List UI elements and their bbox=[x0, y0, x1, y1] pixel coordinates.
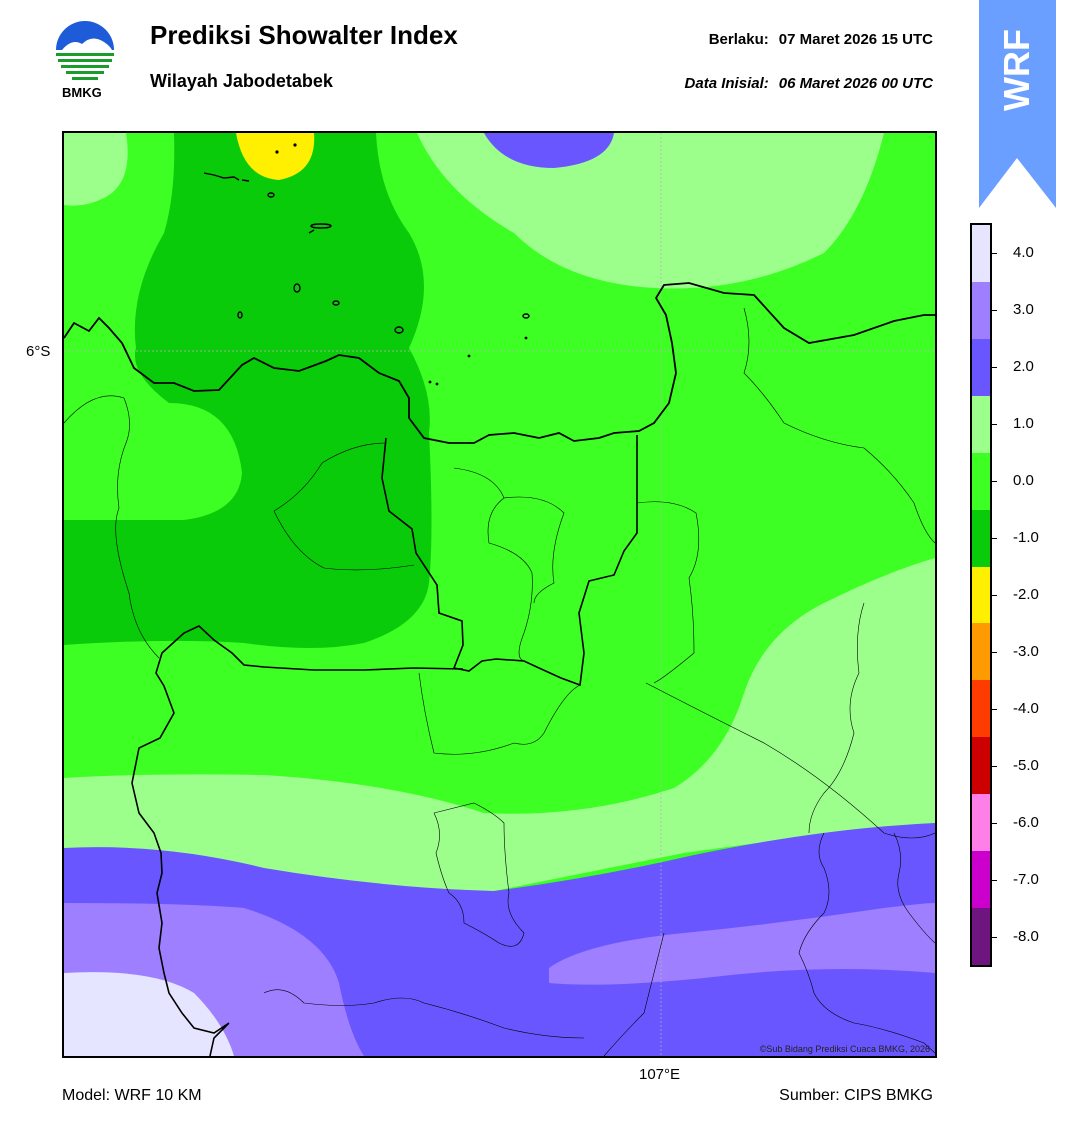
source-label: Sumber: CIPS BMKG bbox=[779, 1087, 933, 1104]
colorbar-tick-label: -8.0 bbox=[1013, 928, 1039, 945]
colorbar-tick bbox=[990, 367, 997, 368]
up-arrow-icon bbox=[979, 0, 1056, 208]
colorbar-tick bbox=[990, 595, 997, 596]
colorbar-segment bbox=[972, 851, 990, 909]
colorbar-tick-label: -3.0 bbox=[1013, 643, 1039, 660]
latitude-label: 6°S bbox=[26, 343, 51, 360]
colorbar-segment bbox=[972, 225, 990, 282]
bmkg-logo-icon bbox=[56, 21, 114, 80]
colorbar-tick bbox=[990, 652, 997, 653]
colorbar-tick-label: 3.0 bbox=[1013, 301, 1034, 318]
colorbar-segment bbox=[972, 908, 990, 965]
colorbar-tick-label: -2.0 bbox=[1013, 586, 1039, 603]
showalter-contour-map bbox=[64, 133, 935, 1056]
colorbar-tick-label: -6.0 bbox=[1013, 814, 1039, 831]
colorbar-segment bbox=[972, 737, 990, 795]
colorbar-tick-label: -1.0 bbox=[1013, 529, 1039, 546]
colorbar-tick bbox=[990, 766, 997, 767]
bmkg-logo bbox=[52, 20, 118, 86]
colorbar-tick bbox=[990, 823, 997, 824]
colorbar-tick bbox=[990, 310, 997, 311]
colorbar bbox=[970, 223, 992, 967]
colorbar-tick-label: 2.0 bbox=[1013, 358, 1034, 375]
colorbar-segment bbox=[972, 395, 990, 453]
init-time-value: 06 Maret 2026 00 UTC bbox=[778, 75, 933, 92]
map-title: Prediksi Showalter Index bbox=[150, 20, 458, 50]
longitude-label: 107°E bbox=[639, 1066, 681, 1083]
colorbar-segment bbox=[972, 338, 990, 396]
valid-time-label: Berlaku: bbox=[708, 31, 769, 48]
colorbar-tick-label: 0.0 bbox=[1013, 472, 1034, 489]
colorbar-tick-label: 1.0 bbox=[1013, 415, 1034, 432]
logo-text: BMKG bbox=[62, 85, 102, 100]
colorbar-tick-label: -7.0 bbox=[1013, 871, 1039, 888]
valid-time-value: 07 Maret 2026 15 UTC bbox=[778, 31, 933, 48]
colorbar-tick bbox=[990, 538, 997, 539]
colorbar-tick bbox=[990, 709, 997, 710]
colorbar-tick-label: -5.0 bbox=[1013, 757, 1039, 774]
colorbar-tick-label: -4.0 bbox=[1013, 700, 1039, 717]
colorbar-segment bbox=[972, 509, 990, 567]
colorbar-tick bbox=[990, 880, 997, 881]
colorbar-segment bbox=[972, 452, 990, 510]
colorbar-tick-label: 4.0 bbox=[1013, 244, 1034, 261]
valid-time-row: Berlaku: 07 Maret 2026 15 UTC bbox=[709, 31, 933, 48]
map-panel bbox=[62, 131, 937, 1058]
colorbar-segment bbox=[972, 566, 990, 624]
colorbar-tick bbox=[990, 253, 997, 254]
colorbar-segment bbox=[972, 623, 990, 681]
map-subtitle: Wilayah Jabodetabek bbox=[150, 71, 333, 91]
colorbar-segment bbox=[972, 680, 990, 738]
colorbar-tick bbox=[990, 481, 997, 482]
init-time-row: Data Inisial: 06 Maret 2026 00 UTC bbox=[685, 75, 933, 92]
colorbar-segment bbox=[972, 281, 990, 339]
colorbar-tick bbox=[990, 424, 997, 425]
wrf-badge: WRF bbox=[979, 0, 1056, 210]
init-time-label: Data Inisial: bbox=[684, 75, 769, 92]
colorbar-tick bbox=[990, 937, 997, 938]
model-label: Model: WRF 10 KM bbox=[62, 1087, 202, 1104]
colorbar-segment bbox=[972, 794, 990, 852]
map-copyright: ©Sub Bidang Prediksi Cuaca BMKG, 2026 bbox=[759, 1044, 930, 1054]
wrf-badge-text: WRF bbox=[996, 29, 1037, 111]
